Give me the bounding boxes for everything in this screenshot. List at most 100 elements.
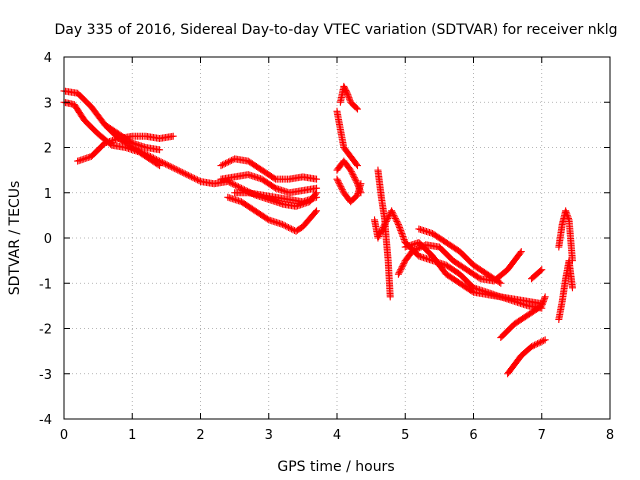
data-point-marker (413, 245, 421, 253)
data-point-marker (388, 207, 396, 215)
data-point-marker (528, 343, 536, 351)
x-tick-label: 5 (401, 428, 409, 443)
data-point-marker (391, 213, 399, 221)
series-track-g (224, 193, 321, 235)
data-point-marker (195, 177, 203, 185)
data-point-marker (156, 162, 164, 170)
series-track-j (333, 157, 365, 197)
data-point-marker (337, 183, 345, 191)
data-point-marker (380, 222, 388, 230)
x-tick-label: 4 (333, 428, 341, 443)
data-point-marker (234, 183, 242, 191)
data-point-marker (397, 226, 405, 234)
x-tick-label: 7 (538, 428, 546, 443)
data-point-marker (563, 210, 571, 218)
data-point-marker (193, 176, 201, 184)
data-point-marker (397, 264, 405, 272)
x-tick-label: 0 (60, 428, 68, 443)
data-point-marker (390, 211, 398, 219)
data-point-marker (414, 245, 422, 253)
data-point-marker (190, 174, 198, 182)
data-point-marker (562, 208, 570, 216)
data-point-marker (313, 175, 321, 183)
data-point-marker (376, 229, 384, 237)
x-tick-label: 8 (606, 428, 614, 443)
data-point-marker (394, 219, 402, 227)
data-point-marker (169, 164, 177, 172)
data-point-marker (218, 161, 226, 169)
data-point-marker (495, 278, 503, 286)
data-point-marker (393, 217, 401, 225)
series-track-q (415, 225, 505, 287)
series-track-k (333, 107, 361, 170)
series-track-d (101, 121, 164, 154)
data-point-marker (396, 267, 404, 275)
data-point-marker (355, 183, 363, 191)
series-track-l (336, 82, 361, 113)
x-tick-label: 2 (196, 428, 204, 443)
data-point-marker (223, 159, 231, 167)
data-point-marker (335, 178, 343, 186)
data-point-marker (386, 293, 394, 301)
data-point-marker (529, 342, 537, 350)
data-point-marker (563, 211, 571, 219)
data-point-marker (233, 182, 241, 190)
data-point-marker (284, 223, 292, 231)
data-point-marker (400, 260, 408, 268)
data-point-marker (379, 223, 387, 231)
data-point-marker (347, 168, 355, 176)
data-point-marker (356, 187, 364, 195)
series-track-v (555, 207, 576, 265)
data-point-marker (375, 232, 383, 240)
y-axis-label: SDTVAR / TECUs (7, 181, 23, 296)
data-points (60, 82, 576, 378)
data-point-marker (516, 249, 524, 257)
data-point-marker (389, 210, 397, 218)
data-point-marker (346, 95, 354, 103)
data-point-marker (278, 220, 286, 228)
data-point-marker (538, 302, 546, 310)
data-point-marker (382, 217, 390, 225)
data-point-marker (540, 337, 548, 345)
data-point-marker (353, 180, 361, 188)
data-point-marker (352, 104, 360, 112)
data-point-marker (539, 297, 547, 305)
data-point-marker (184, 171, 192, 179)
x-axis-label: GPS time / hours (277, 459, 394, 475)
data-point-marker (217, 162, 225, 170)
data-point-marker (313, 193, 321, 201)
data-point-marker (399, 261, 407, 269)
data-point-marker (350, 174, 358, 182)
data-point-marker (231, 181, 239, 189)
data-point-marker (172, 165, 180, 173)
data-point-marker (353, 162, 361, 170)
y-tick-label: 4 (44, 51, 52, 66)
data-point-marker (162, 160, 170, 168)
data-point-marker (377, 228, 385, 236)
data-point-marker (343, 89, 351, 97)
data-point-marker (374, 234, 382, 242)
data-point-marker (171, 165, 179, 173)
data-point-marker (411, 246, 419, 254)
y-tick-label: 3 (44, 96, 52, 111)
data-point-marker (344, 91, 352, 99)
data-point-marker (400, 234, 408, 242)
data-point-marker (344, 92, 352, 100)
data-point-marker (568, 284, 576, 292)
data-point-marker (400, 236, 408, 244)
data-point-marker (288, 225, 295, 233)
data-point-marker (226, 157, 234, 165)
data-point-marker (169, 132, 177, 140)
data-point-marker (187, 173, 195, 181)
y-tick-label: 0 (44, 232, 52, 247)
data-point-marker (353, 105, 361, 113)
data-point-marker (353, 160, 360, 168)
x-tick-label: 1 (128, 428, 136, 443)
data-point-marker (280, 221, 288, 229)
y-tick-label: -3 (39, 368, 52, 383)
data-point-marker (356, 186, 364, 194)
series-track-r (497, 293, 549, 342)
data-point-marker (564, 213, 572, 221)
data-point-marker (394, 220, 402, 228)
